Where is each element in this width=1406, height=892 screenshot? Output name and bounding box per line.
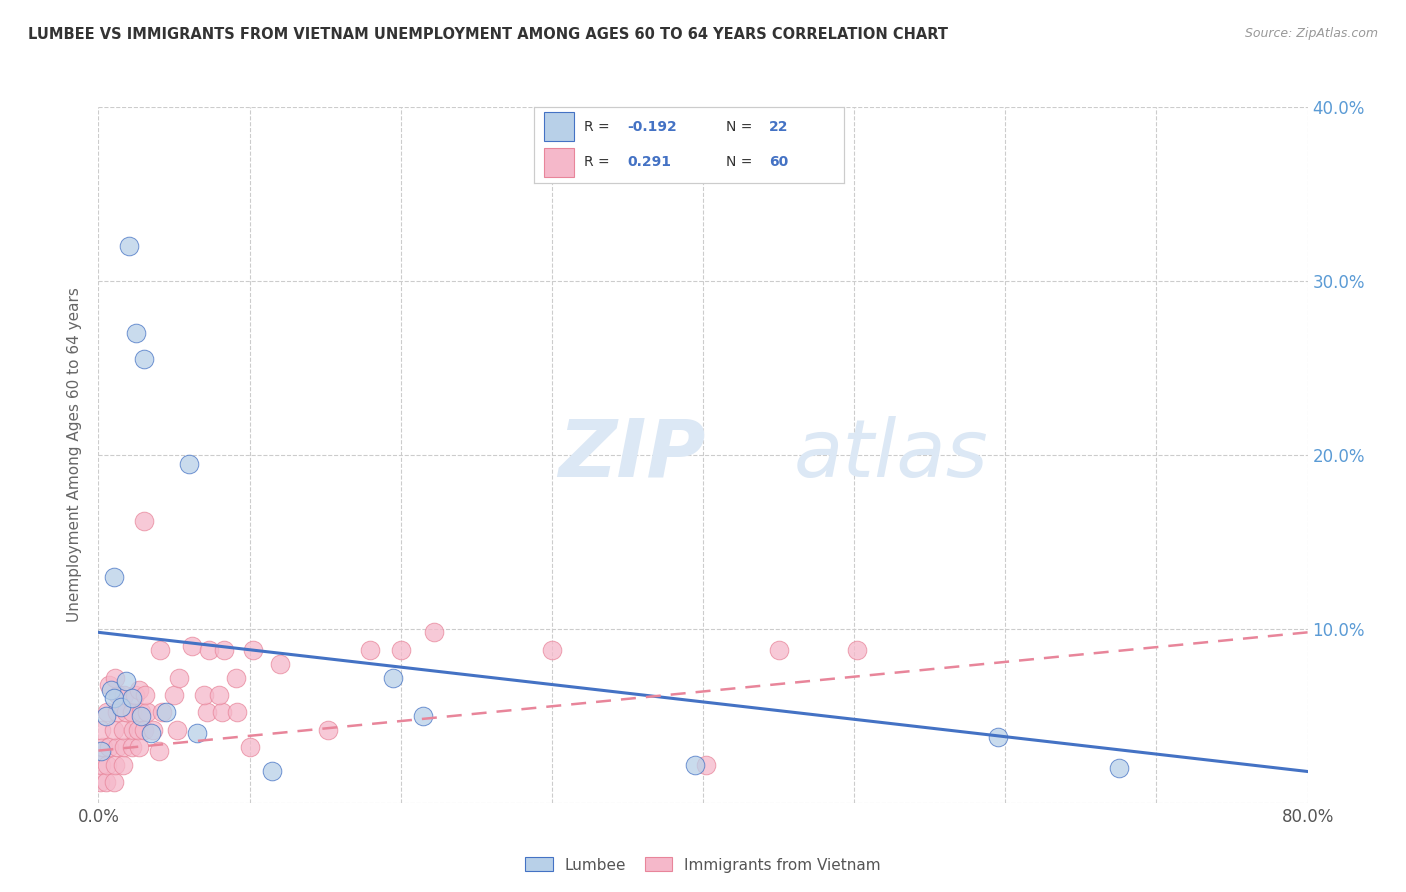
Point: [181, 639, 204, 653]
Point: [768, 642, 790, 657]
Point: [111, 723, 134, 737]
Point: [141, 726, 163, 740]
Point: [90, 744, 112, 758]
Point: [239, 740, 262, 755]
Point: [197, 642, 219, 657]
Point: [382, 671, 405, 685]
Point: [112, 688, 135, 702]
Bar: [544, 112, 575, 141]
Point: [110, 700, 132, 714]
Point: [90, 723, 112, 737]
Point: [100, 682, 122, 697]
Point: [105, 706, 128, 720]
Point: [122, 723, 145, 737]
Point: [166, 723, 188, 737]
Point: [695, 757, 717, 772]
Point: [262, 764, 284, 779]
Point: [1108, 761, 1130, 775]
Text: atlas: atlas: [793, 416, 988, 494]
Point: [987, 730, 1010, 744]
Text: -0.192: -0.192: [627, 120, 676, 134]
Point: [103, 723, 125, 737]
Point: [90, 757, 112, 772]
Y-axis label: Unemployment Among Ages 60 to 64 years: Unemployment Among Ages 60 to 64 years: [67, 287, 83, 623]
Point: [121, 706, 143, 720]
Point: [103, 691, 125, 706]
Point: [211, 706, 233, 720]
Text: Source: ZipAtlas.com: Source: ZipAtlas.com: [1244, 27, 1378, 40]
Text: ZIP: ZIP: [558, 416, 706, 494]
Point: [103, 775, 125, 789]
Point: [129, 706, 152, 720]
Point: [193, 688, 215, 702]
Text: 60: 60: [769, 155, 789, 169]
Point: [96, 706, 118, 720]
Point: [89, 775, 111, 789]
Point: [167, 671, 190, 685]
Point: [540, 642, 562, 657]
Point: [127, 723, 149, 737]
Point: [98, 740, 121, 755]
Point: [163, 688, 186, 702]
Point: [125, 326, 148, 340]
Point: [114, 706, 136, 720]
Legend: Lumbee, Immigrants from Vietnam: Lumbee, Immigrants from Vietnam: [519, 851, 887, 879]
Point: [135, 706, 157, 720]
Text: R =: R =: [583, 120, 614, 134]
Text: LUMBEE VS IMMIGRANTS FROM VIETNAM UNEMPLOYMENT AMONG AGES 60 TO 64 YEARS CORRELA: LUMBEE VS IMMIGRANTS FROM VIETNAM UNEMPL…: [28, 27, 948, 42]
Point: [96, 757, 118, 772]
Point: [128, 682, 150, 697]
Point: [132, 723, 155, 737]
Point: [111, 757, 134, 772]
Point: [148, 744, 170, 758]
Point: [389, 642, 412, 657]
Text: N =: N =: [725, 155, 756, 169]
Point: [129, 708, 152, 723]
Point: [134, 688, 156, 702]
Point: [94, 708, 117, 723]
Point: [132, 514, 155, 528]
Point: [132, 352, 155, 367]
Point: [225, 671, 247, 685]
Point: [269, 657, 291, 671]
Point: [124, 688, 146, 702]
Point: [107, 688, 129, 702]
Point: [105, 740, 128, 755]
Point: [242, 642, 264, 657]
Bar: [544, 148, 575, 177]
Text: N =: N =: [725, 120, 756, 134]
Point: [112, 740, 135, 755]
Point: [128, 740, 150, 755]
Point: [226, 706, 249, 720]
Point: [846, 642, 869, 657]
Point: [121, 691, 143, 706]
Point: [118, 239, 141, 253]
Point: [179, 457, 201, 471]
Point: [149, 642, 172, 657]
Text: R =: R =: [583, 155, 619, 169]
Point: [142, 723, 165, 737]
Point: [121, 740, 143, 755]
Point: [94, 775, 117, 789]
Point: [186, 726, 208, 740]
Text: 0.291: 0.291: [627, 155, 671, 169]
Point: [104, 671, 127, 685]
Point: [360, 642, 382, 657]
Point: [114, 674, 136, 689]
Point: [155, 706, 177, 720]
Point: [685, 757, 707, 772]
Point: [316, 723, 339, 737]
Point: [212, 642, 235, 657]
Point: [91, 740, 114, 755]
Point: [423, 625, 446, 640]
Point: [98, 677, 121, 691]
Point: [412, 708, 434, 723]
Point: [195, 706, 218, 720]
Point: [104, 757, 127, 772]
Point: [103, 570, 125, 584]
Point: [208, 688, 231, 702]
Text: 22: 22: [769, 120, 789, 134]
Point: [150, 706, 173, 720]
